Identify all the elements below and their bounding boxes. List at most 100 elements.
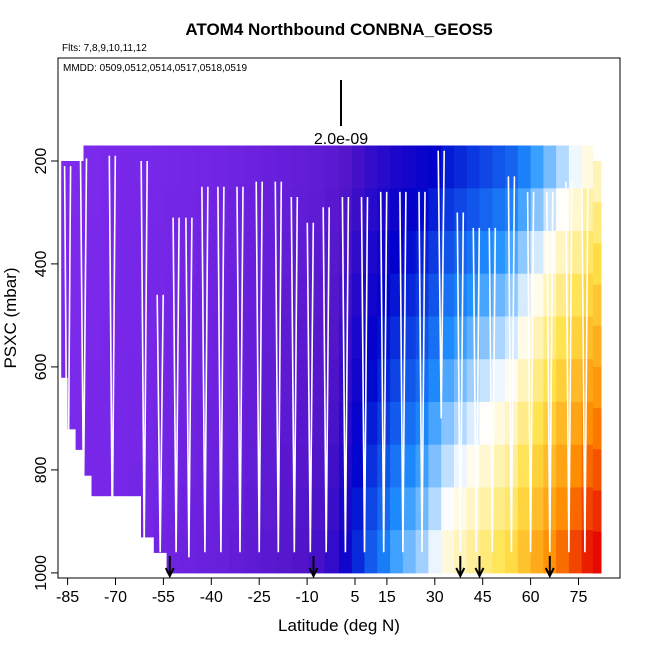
heatmap-cell (244, 359, 262, 403)
heatmap-cell (339, 359, 353, 403)
heatmap-cell (402, 401, 417, 446)
heatmap-cell (212, 145, 230, 189)
heatmap-cell (339, 145, 353, 189)
y-tick-label: 1000 (33, 555, 50, 591)
x-tick-label: 30 (426, 589, 444, 606)
heatmap-cell (128, 355, 142, 392)
heatmap-cell (308, 359, 326, 403)
heatmap-cell (517, 231, 532, 275)
heatmap-cell (228, 145, 246, 189)
heatmap-cell (67, 401, 77, 430)
heatmap-cell (308, 273, 326, 317)
heatmap-cell (244, 401, 262, 446)
heatmap-cell (83, 211, 93, 245)
heatmap-cell (377, 359, 391, 403)
x-tick-label: -70 (104, 589, 127, 606)
heatmap-cell (530, 401, 544, 446)
heatmap-cell (454, 231, 468, 275)
heatmap-cell (402, 359, 417, 403)
x-axis: -85 -70 -55 -40 -25 -10 5 15 30 45 60 75 (56, 578, 588, 606)
heatmap-cell (479, 530, 493, 574)
arrow-head (544, 567, 555, 579)
heatmap-cell (530, 273, 544, 317)
profile-dive (172, 217, 180, 553)
heatmap-cell (441, 444, 455, 488)
heatmap-cell (592, 325, 602, 368)
heatmap-cell (83, 409, 93, 443)
heatmap-cell (390, 188, 404, 232)
profile-dive (185, 217, 193, 558)
x-tick-label: -10 (296, 589, 319, 606)
heatmap-cell (479, 231, 493, 275)
profile-dive (322, 207, 330, 553)
heatmap-cell (568, 401, 583, 446)
heatmap-cell (466, 316, 481, 360)
heatmap-cell (479, 359, 493, 403)
scale-label: 2.0e-09 (314, 131, 368, 148)
heatmap-cell (128, 145, 142, 182)
heatmap-cell (581, 359, 594, 403)
heatmap-cell (351, 401, 366, 446)
profile-dive (290, 196, 299, 553)
heatmap-cell (67, 187, 77, 216)
heatmap-cell (141, 223, 155, 264)
heatmap-cell (415, 359, 429, 403)
heatmap-cell (364, 359, 378, 403)
profile-dive (379, 191, 388, 553)
heatmap-cell (212, 359, 230, 403)
profile-dive (236, 186, 244, 553)
heatmap-cell (324, 530, 340, 574)
heatmap-cell (364, 444, 378, 488)
heatmap-cell (517, 444, 532, 488)
heatmap-cell (115, 460, 129, 497)
heatmap-cell (351, 487, 366, 531)
heatmap-cell (244, 145, 262, 189)
heatmap-cell (260, 145, 278, 189)
heatmap-cell (568, 487, 583, 531)
heatmap-cell (260, 273, 278, 317)
heatmap-cell (364, 530, 378, 574)
heatmap-cell (492, 401, 506, 446)
heatmap-cell (339, 316, 353, 360)
heatmap-cell (517, 401, 532, 446)
heatmap-cell (530, 487, 544, 531)
heatmap-cell (180, 316, 198, 360)
heatmap-cell (517, 487, 532, 531)
heatmap-cell (402, 530, 417, 574)
heatmap-cell (428, 487, 442, 531)
heatmap-cell (91, 460, 104, 497)
heatmap-cell (212, 316, 230, 360)
heatmap-cell (67, 348, 77, 376)
heatmap-cell (568, 530, 583, 574)
heatmap-cell (324, 444, 340, 488)
profile-dive (456, 212, 465, 553)
heatmap-cell (308, 145, 326, 189)
heatmap-cell (556, 530, 570, 574)
heatmap-cell (517, 530, 532, 574)
heatmap-cell (492, 188, 506, 232)
heatmap-cell (324, 145, 340, 189)
arrow-head (164, 567, 175, 579)
heatmap-cell (530, 145, 544, 189)
heatmap-cell (128, 250, 142, 287)
heatmap-cell (351, 530, 366, 574)
heatmap-cell (115, 285, 129, 322)
x-tick-label: -40 (200, 589, 223, 606)
heatmap-cell (351, 188, 366, 232)
heatmap-cell (292, 530, 310, 574)
heatmap-cell (543, 231, 557, 275)
heatmap-cell (115, 320, 129, 357)
heatmap-cell (377, 273, 391, 317)
heatmap-cell (339, 273, 353, 317)
x-tick-label: 60 (522, 589, 540, 606)
heatmap-cell (196, 273, 214, 317)
heatmap-cell (153, 308, 168, 350)
heatmap-cell (91, 215, 104, 252)
dates-label: MMDD: 0509,0512,0514,0517,0518,0519 (63, 63, 247, 74)
heatmap-cell (115, 355, 129, 392)
heatmap-cell (454, 316, 468, 360)
heatmap-cell (308, 487, 326, 531)
heatmap-cell (244, 316, 262, 360)
heatmap-cell (180, 273, 198, 317)
heatmap-cell (260, 359, 278, 403)
